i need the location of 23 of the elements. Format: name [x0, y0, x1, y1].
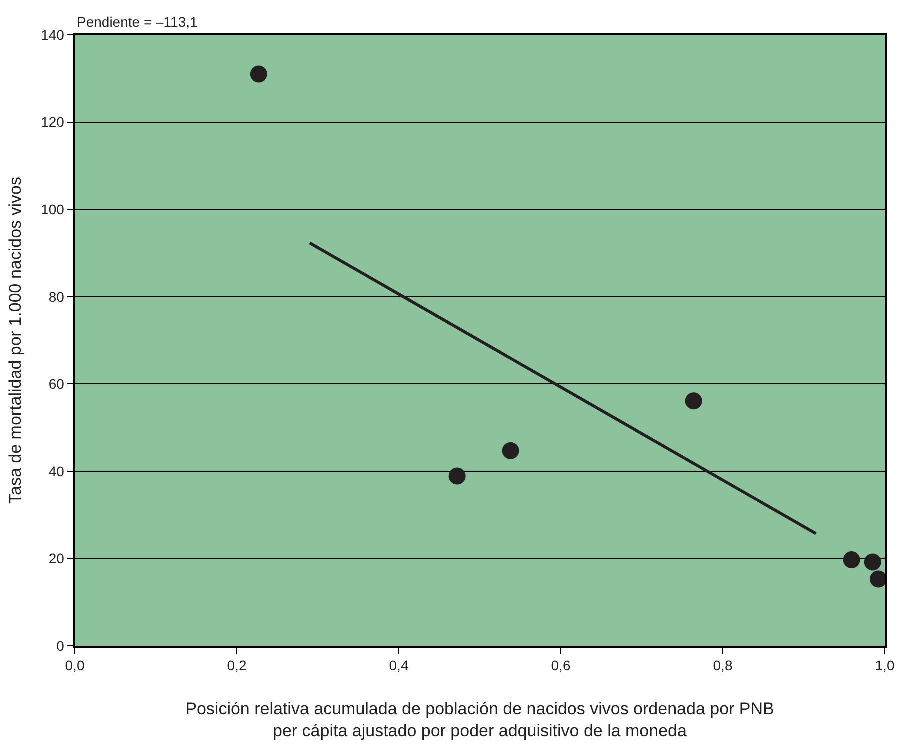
point — [685, 392, 702, 410]
point — [843, 552, 860, 569]
point — [448, 468, 466, 485]
y-tick-label: 120 — [41, 114, 65, 130]
x-tick-label: 0,8 — [713, 658, 733, 674]
x-tick-label: 0,4 — [389, 658, 409, 674]
y-tick-label: 20 — [48, 550, 65, 567]
y-tick-label: 140 — [41, 26, 65, 43]
y-tick-label: 80 — [48, 288, 65, 305]
point — [502, 442, 520, 460]
x-tick-label: 0,0 — [65, 658, 85, 674]
y-tick-label: 60 — [48, 376, 65, 392]
point — [250, 66, 268, 83]
x-tick-label: 0,6 — [551, 658, 571, 674]
y-axis-title: Tasa de mortalidad por 1.000 nacidos vivos — [6, 177, 26, 504]
y-tick-label: 100 — [41, 201, 65, 218]
y-tick-label: 0 — [56, 638, 65, 654]
x-axis-title: Posición relativa acumulada de población de nacidos vivos ordenada por PNB per cápita ajustado por poder adquisitivo de la moneda — [186, 699, 774, 741]
x-tick-label: 0,2 — [227, 658, 247, 674]
y-tick-label: 40 — [48, 463, 65, 480]
text: Pendiente = –113,1 — [77, 14, 198, 30]
x-tick-label: 1,0 — [875, 658, 895, 674]
point — [864, 554, 882, 571]
